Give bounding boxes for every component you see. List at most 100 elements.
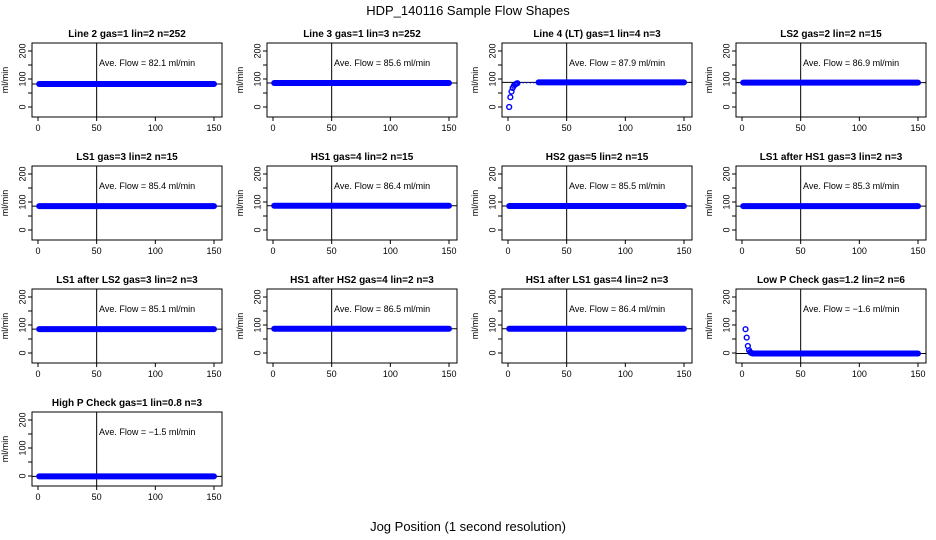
- y-tick-label: 0: [17, 473, 27, 478]
- y-tick-label: 0: [17, 350, 27, 355]
- y-tick-label: 0: [721, 350, 731, 355]
- y-axis-label: ml/min: [0, 67, 10, 94]
- plot-frame: [501, 42, 693, 118]
- y-tick-label: 100: [17, 440, 27, 455]
- x-tick-label: 150: [910, 246, 925, 256]
- plot-frame: [31, 288, 223, 364]
- y-axis-label: ml/min: [235, 190, 245, 217]
- x-tick-label: 100: [383, 246, 398, 256]
- data-point: [525, 81, 528, 84]
- y-tick-label: 100: [487, 194, 497, 209]
- figure-title: HDP_140116 Sample Flow Shapes: [366, 3, 570, 18]
- x-tick-label: 150: [206, 123, 221, 133]
- panel-9: LS1 after LS2 gas=3 lin=2 n=3 ml/min 0 100 2…: [0, 275, 223, 379]
- x-tick-label: 100: [148, 123, 163, 133]
- x-tick-label: 100: [852, 369, 867, 379]
- panel-6: HS1 gas=4 lin=2 n=15 ml/min 0 100 200 0 50 100 1…: [235, 152, 458, 256]
- y-tick-label: 200: [17, 289, 27, 304]
- y-tick-label: 100: [252, 71, 262, 86]
- y-axis-label: ml/min: [470, 190, 480, 217]
- y-tick-label: 200: [252, 289, 262, 304]
- x-tick-label: 50: [562, 246, 572, 256]
- y-tick-label: 200: [17, 166, 27, 181]
- panel-title: LS2 gas=2 lin=2 n=15: [780, 29, 882, 40]
- x-tick-label: 50: [327, 369, 337, 379]
- plot-frame: [735, 42, 927, 118]
- y-tick-label: 0: [721, 104, 731, 109]
- y-axis-label: ml/min: [0, 436, 10, 463]
- x-tick-label: 50: [92, 123, 102, 133]
- y-axis-label: ml/min: [470, 67, 480, 94]
- average-flow-annotation: Ave. Flow = 86.4 ml/min: [334, 181, 430, 191]
- x-tick-label: 100: [148, 369, 163, 379]
- figure-xlabel: Jog Position (1 second resolution): [370, 519, 566, 534]
- x-tick-label: 50: [562, 369, 572, 379]
- panel-title: Line 2 gas=1 lin=2 n=252: [68, 29, 186, 40]
- y-tick-label: 100: [17, 317, 27, 332]
- y-tick-label: 100: [252, 194, 262, 209]
- x-tick-label: 0: [270, 123, 275, 133]
- x-tick-label: 150: [676, 369, 691, 379]
- plot-frame: [501, 288, 693, 364]
- y-tick-label: 0: [721, 227, 731, 232]
- panel-4: LS2 gas=2 lin=2 n=15 ml/min 0 100 200 0 50 100 1…: [704, 29, 927, 133]
- panel-title: HS1 after HS2 gas=4 lin=2 n=3: [290, 275, 434, 286]
- x-tick-label: 0: [505, 246, 510, 256]
- x-tick-label: 100: [148, 246, 163, 256]
- y-axis-label: ml/min: [704, 190, 714, 217]
- x-tick-label: 0: [35, 369, 40, 379]
- plot-frame: [31, 411, 223, 487]
- x-tick-label: 150: [206, 369, 221, 379]
- y-tick-label: 100: [487, 71, 497, 86]
- plot-frame: [31, 42, 223, 118]
- data-point: [507, 94, 514, 101]
- plot-frame: [735, 288, 927, 364]
- x-tick-label: 100: [383, 123, 398, 133]
- y-tick-label: 200: [252, 166, 262, 181]
- x-tick-label: 0: [739, 123, 744, 133]
- x-tick-label: 50: [92, 246, 102, 256]
- panels-grid: Line 2 gas=1 lin=2 n=252 ml/min 0 100 200 0 50…: [0, 29, 927, 502]
- y-tick-label: 200: [721, 166, 731, 181]
- data-point: [522, 81, 525, 84]
- y-tick-label: 100: [721, 71, 731, 86]
- y-tick-label: 0: [487, 104, 497, 109]
- average-flow-annotation: Ave. Flow = 86.4 ml/min: [569, 304, 665, 314]
- x-tick-label: 100: [383, 369, 398, 379]
- panel-title: LS1 after LS2 gas=3 lin=2 n=3: [56, 275, 198, 286]
- x-tick-label: 100: [852, 246, 867, 256]
- x-tick-label: 50: [562, 123, 572, 133]
- panel-title: Line 3 gas=1 lin=3 n=252: [303, 29, 421, 40]
- x-tick-label: 50: [796, 123, 806, 133]
- x-tick-label: 150: [206, 492, 221, 502]
- x-tick-label: 100: [618, 246, 633, 256]
- x-tick-label: 0: [35, 246, 40, 256]
- y-tick-label: 0: [487, 350, 497, 355]
- panel-10: HS1 after HS2 gas=4 lin=2 n=3 ml/min 0 100 2…: [235, 275, 458, 379]
- y-tick-label: 100: [17, 71, 27, 86]
- series-points: [742, 326, 921, 357]
- x-tick-label: 100: [618, 369, 633, 379]
- average-flow-annotation: Ave. Flow = 85.4 ml/min: [99, 181, 195, 191]
- plot-frame: [735, 165, 927, 241]
- x-tick-label: 50: [796, 369, 806, 379]
- x-tick-label: 0: [505, 123, 510, 133]
- average-flow-annotation: Ave. Flow = 85.5 ml/min: [569, 181, 665, 191]
- average-flow-annotation: Ave. Flow = 87.9 ml/min: [569, 58, 665, 68]
- y-axis-label: ml/min: [235, 313, 245, 340]
- average-flow-annotation: Ave. Flow = 85.1 ml/min: [99, 304, 195, 314]
- x-tick-label: 50: [796, 246, 806, 256]
- x-tick-label: 0: [35, 123, 40, 133]
- y-tick-label: 0: [252, 104, 262, 109]
- y-tick-label: 200: [487, 43, 497, 58]
- panel-title: LS1 gas=3 lin=2 n=15: [76, 152, 178, 163]
- y-tick-label: 100: [17, 194, 27, 209]
- average-flow-annotation: Ave. Flow = 82.1 ml/min: [99, 58, 195, 68]
- y-tick-label: 0: [487, 227, 497, 232]
- plot-frame: [31, 165, 223, 241]
- y-axis-label: ml/min: [235, 67, 245, 94]
- x-tick-label: 150: [206, 246, 221, 256]
- y-tick-label: 200: [487, 166, 497, 181]
- y-tick-label: 0: [17, 104, 27, 109]
